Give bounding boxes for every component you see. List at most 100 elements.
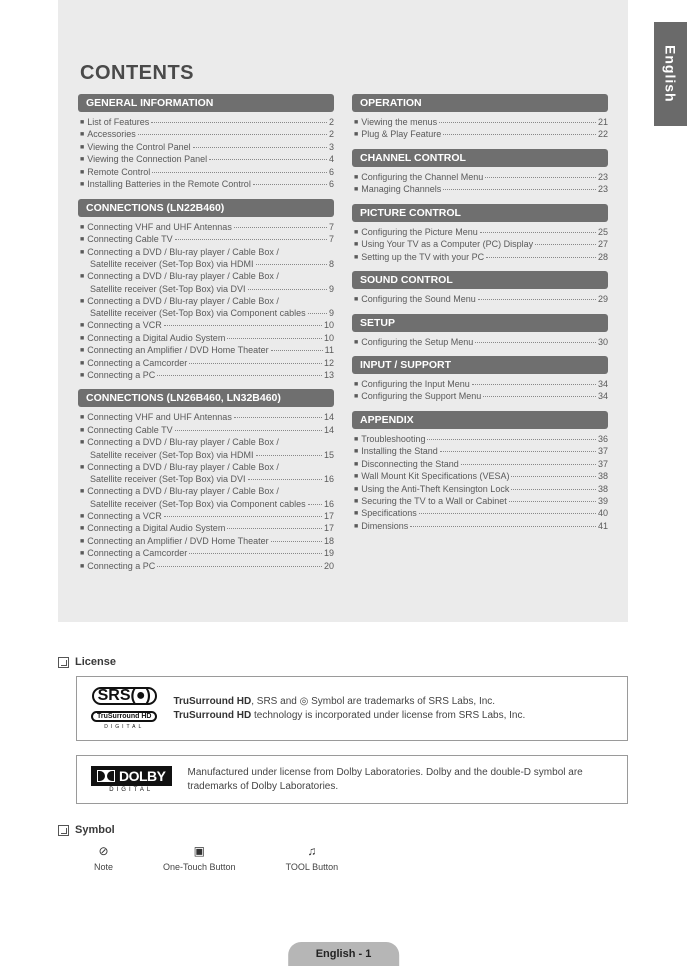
toc-page: 4	[329, 153, 334, 165]
toc-entry-label: Connecting a VCR	[87, 319, 162, 331]
toc-page: 8	[329, 258, 334, 270]
toc-dots	[440, 451, 596, 452]
lower-section: License SRS(●) TruSurround HD DIGITAL Tr…	[58, 636, 628, 872]
toc-entry-label: Viewing the menus	[361, 116, 437, 128]
toc-dots	[271, 541, 322, 542]
dolby-text: Manufactured under license from Dolby La…	[188, 766, 614, 793]
srs-card: SRS(●) TruSurround HD DIGITAL TruSurroun…	[76, 676, 628, 741]
toc-entry-label: Wall Mount Kit Specifications (VESA)	[361, 470, 509, 482]
bullet-icon: ■	[80, 143, 84, 152]
toc-entry-label: Viewing the Connection Panel	[87, 153, 207, 165]
symbol-label: Note	[94, 862, 113, 872]
bullet-icon: ■	[80, 297, 84, 306]
toc-page: 10	[324, 319, 334, 331]
toc-entry-label: Satellite receiver (Set-Top Box) via HDM…	[90, 449, 254, 461]
toc-entry: ■List of Features2	[78, 116, 334, 128]
toc-section: APPENDIX■Troubleshooting36■Installing th…	[352, 411, 608, 533]
toc-page: 9	[329, 283, 334, 295]
toc-page: 7	[329, 221, 334, 233]
dolby-card: DOLBY DIGITAL Manufactured under license…	[76, 755, 628, 804]
toc-section: CHANNEL CONTROL ■Configuring the Channel …	[352, 149, 608, 196]
bullet-icon: ■	[354, 447, 358, 456]
toc-entry-label: Connecting a DVD / Blu-ray player / Cabl…	[87, 485, 279, 497]
toc-dots	[234, 417, 322, 418]
toc-dots	[253, 184, 327, 185]
toc-entry-label: Connecting VHF and UHF Antennas	[87, 411, 232, 423]
bullet-icon	[58, 825, 69, 836]
toc-entry-label: List of Features	[87, 116, 149, 128]
toc-page: 13	[324, 369, 334, 381]
bullet-icon: ■	[80, 321, 84, 330]
toc-entry-label: Connecting a DVD / Blu-ray player / Cabl…	[87, 436, 279, 448]
toc-dots	[193, 147, 327, 148]
toc-dots	[164, 325, 322, 326]
toc-entry: ■Viewing the menus21	[352, 116, 608, 128]
bullet-icon: ■	[80, 413, 84, 422]
toc-left-column: GENERAL INFORMATION■List of Features2■Ac…	[78, 94, 334, 580]
toc-entry-label: Using the Anti-Theft Kensington Lock	[361, 483, 509, 495]
toc-entry: ■Connecting Cable TV7	[78, 233, 334, 245]
bullet-icon: ■	[80, 549, 84, 558]
toc-entry: ■Configuring the Setup Menu30	[352, 336, 608, 348]
toc-dots	[478, 299, 596, 300]
toc-entry: ■Connecting a DVD / Blu-ray player / Cab…	[78, 270, 334, 282]
bullet-icon: ■	[80, 438, 84, 447]
bullet-icon: ■	[80, 487, 84, 496]
toc-entry: ■Configuring the Channel Menu23	[352, 171, 608, 183]
toc-dots	[175, 430, 322, 431]
toc-entry: ■Connecting a Digital Audio System17	[78, 522, 334, 534]
toc-page: 34	[598, 390, 608, 402]
contents-panel: CONTENTS GENERAL INFORMATION■List of Fea…	[58, 0, 628, 622]
symbol-item: ♫TOOL Button	[286, 844, 339, 872]
toc-page: 14	[324, 411, 334, 423]
bullet-icon: ■	[80, 180, 84, 189]
bullet-icon: ■	[354, 460, 358, 469]
toc-dots	[138, 134, 327, 135]
toc-dots	[480, 232, 596, 233]
toc-entry-label: Connecting a VCR	[87, 510, 162, 522]
toc-page: 30	[598, 336, 608, 348]
toc-page: 2	[329, 128, 334, 140]
toc-page: 28	[598, 251, 608, 263]
toc-dots	[209, 159, 327, 160]
toc-entry-label: Managing Channels	[361, 183, 441, 195]
toc-page: 40	[598, 507, 608, 519]
toc-section: SETUP■Configuring the Setup Menu30	[352, 314, 608, 348]
toc-page: 15	[324, 449, 334, 461]
toc-entry: ■Remote Control6	[78, 166, 334, 178]
toc-page: 3	[329, 141, 334, 153]
toc-section-header: OPERATION	[352, 94, 608, 112]
bullet-icon: ■	[354, 435, 358, 444]
symbol-label: One-Touch Button	[163, 862, 236, 872]
bullet-icon: ■	[80, 223, 84, 232]
toc-dots	[151, 122, 327, 123]
symbol-label: Symbol	[75, 824, 115, 836]
toc-dots	[308, 504, 322, 505]
toc-page: 23	[598, 183, 608, 195]
bullet-icon: ■	[80, 426, 84, 435]
toc-entry-label: Satellite receiver (Set-Top Box) via HDM…	[90, 258, 254, 270]
toc-section: CONNECTIONS (LN26B460, LN32B460)■Connect…	[78, 389, 334, 572]
toc-dots	[483, 396, 596, 397]
toc-page: 41	[598, 520, 608, 532]
toc-page: 16	[324, 473, 334, 485]
toc-page: 2	[329, 116, 334, 128]
toc-entry: ■Connecting Cable TV14	[78, 424, 334, 436]
toc-entry-label: Connecting a Camcorder	[87, 547, 187, 559]
toc-entry: ■Connecting VHF and UHF Antennas7	[78, 221, 334, 233]
toc-right-column: OPERATION■Viewing the menus21■Plug & Pla…	[352, 94, 608, 580]
symbol-icon: ⊘	[98, 844, 108, 858]
toc-entry-label: Connecting a Digital Audio System	[87, 332, 225, 344]
toc-entry: ■Connecting an Amplifier / DVD Home Thea…	[78, 344, 334, 356]
toc-entry: ■Viewing the Connection Panel4	[78, 153, 334, 165]
toc-section: CONNECTIONS (LN22B460)■Connecting VHF an…	[78, 199, 334, 382]
bullet-icon: ■	[80, 537, 84, 546]
dolby-logo: DOLBY DIGITAL	[91, 766, 172, 793]
toc-entry-label: Satellite receiver (Set-Top Box) via Com…	[90, 307, 306, 319]
toc-dots	[472, 384, 596, 385]
toc-entry-label: Installing Batteries in the Remote Contr…	[87, 178, 251, 190]
bullet-icon: ■	[80, 524, 84, 533]
toc-section-header: CHANNEL CONTROL	[352, 149, 608, 167]
toc-dots	[308, 313, 327, 314]
bullet-icon: ■	[354, 472, 358, 481]
